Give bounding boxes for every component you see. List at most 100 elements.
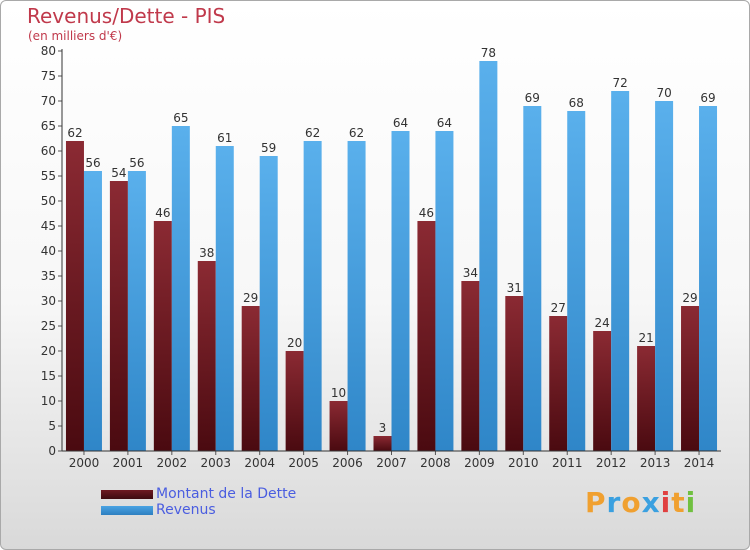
value-label-revenue: 56 [85, 156, 100, 170]
value-label-debt: 21 [638, 331, 653, 345]
value-label-revenue: 68 [569, 96, 584, 110]
logo-letter: x [641, 486, 661, 519]
logo-letter: P [585, 486, 607, 519]
x-tick-label: 2000 [69, 456, 100, 470]
y-tick-label: 5 [48, 419, 56, 433]
bar-revenue [127, 171, 146, 451]
x-tick-label: 2001 [113, 456, 144, 470]
value-label-revenue: 69 [525, 91, 540, 105]
y-tick-label: 30 [41, 294, 56, 308]
value-label-debt: 54 [111, 166, 126, 180]
value-label-debt: 38 [199, 246, 214, 260]
y-tick-label: 40 [41, 244, 56, 258]
value-label-debt: 46 [419, 206, 434, 220]
bar-debt [461, 281, 480, 451]
y-tick-label: 15 [41, 369, 56, 383]
value-label-revenue: 62 [305, 126, 320, 140]
value-label-debt: 3 [379, 421, 387, 435]
value-label-revenue: 65 [173, 111, 188, 125]
value-label-revenue: 78 [481, 46, 496, 60]
x-tick-label: 2013 [640, 456, 671, 470]
y-tick-label: 45 [41, 219, 56, 233]
bar-debt [373, 436, 392, 451]
bar-debt [549, 316, 568, 451]
bar-revenue [347, 141, 366, 451]
legend-label-revenue: Revenus [156, 502, 216, 518]
value-label-revenue: 64 [393, 116, 408, 130]
bar-debt [241, 306, 260, 451]
bar-debt [109, 181, 128, 451]
bar-debt [505, 296, 524, 451]
logo-letter: o [621, 486, 642, 519]
value-label-debt: 31 [507, 281, 522, 295]
x-tick-label: 2005 [288, 456, 319, 470]
y-tick-label: 10 [41, 394, 56, 408]
x-tick-label: 2009 [464, 456, 495, 470]
y-tick-label: 70 [41, 94, 56, 108]
bar-revenue [611, 91, 630, 451]
y-tick-label: 50 [41, 194, 56, 208]
value-label-debt: 20 [287, 336, 302, 350]
legend-swatch-debt [101, 490, 153, 499]
bar-revenue [303, 141, 322, 451]
value-label-revenue: 56 [129, 156, 144, 170]
value-label-debt: 24 [595, 316, 610, 330]
y-tick-label: 0 [48, 444, 56, 458]
bar-revenue [523, 106, 542, 451]
y-tick-label: 20 [41, 344, 56, 358]
value-label-revenue: 69 [700, 91, 715, 105]
x-tick-label: 2008 [420, 456, 451, 470]
value-label-debt: 29 [243, 291, 258, 305]
bar-revenue [699, 106, 718, 451]
proxiti-logo: Proxiti [585, 486, 696, 519]
value-label-debt: 27 [551, 301, 566, 315]
x-tick-label: 2011 [552, 456, 583, 470]
value-label-debt: 62 [67, 126, 82, 140]
value-label-debt: 34 [463, 266, 478, 280]
y-tick-label: 65 [41, 119, 56, 133]
x-tick-label: 2006 [332, 456, 363, 470]
y-tick-label: 25 [41, 319, 56, 333]
y-tick-label: 75 [41, 69, 56, 83]
value-label-debt: 10 [331, 386, 346, 400]
bar-debt [153, 221, 172, 451]
x-tick-label: 2002 [157, 456, 188, 470]
bar-debt [285, 351, 304, 451]
x-tick-label: 2012 [596, 456, 627, 470]
logo-letter: i [660, 486, 672, 519]
bar-revenue [655, 101, 674, 451]
value-label-revenue: 72 [613, 76, 628, 90]
value-label-revenue: 62 [349, 126, 364, 140]
bar-revenue [479, 61, 498, 451]
chart-subtitle: (en milliers d'€) [28, 29, 123, 43]
bar-debt [637, 346, 656, 451]
x-tick-label: 2014 [684, 456, 715, 470]
bar-revenue [171, 126, 190, 451]
logo-letter: t [671, 486, 686, 519]
bar-revenue [567, 111, 586, 451]
x-tick-label: 2004 [244, 456, 275, 470]
y-tick-label: 55 [41, 169, 56, 183]
bar-debt [681, 306, 700, 451]
logo-letter: i [685, 486, 697, 519]
bar-revenue [435, 131, 454, 451]
bar-revenue [83, 171, 102, 451]
chart-title: Revenus/Dette - PIS [27, 4, 226, 28]
bar-debt [329, 401, 348, 451]
y-tick-label: 60 [41, 144, 56, 158]
x-tick-label: 2003 [200, 456, 231, 470]
x-tick-label: 2010 [508, 456, 539, 470]
bar-revenue [259, 156, 278, 451]
value-label-debt: 46 [155, 206, 170, 220]
legend-label-debt: Montant de la Dette [156, 486, 297, 502]
value-label-revenue: 59 [261, 141, 276, 155]
legend-swatch-revenue [101, 506, 153, 515]
value-label-revenue: 70 [656, 86, 671, 100]
bar-revenue [391, 131, 410, 451]
value-label-debt: 29 [682, 291, 697, 305]
bar-debt [65, 141, 84, 451]
x-tick-label: 2007 [376, 456, 407, 470]
y-tick-label: 35 [41, 269, 56, 283]
